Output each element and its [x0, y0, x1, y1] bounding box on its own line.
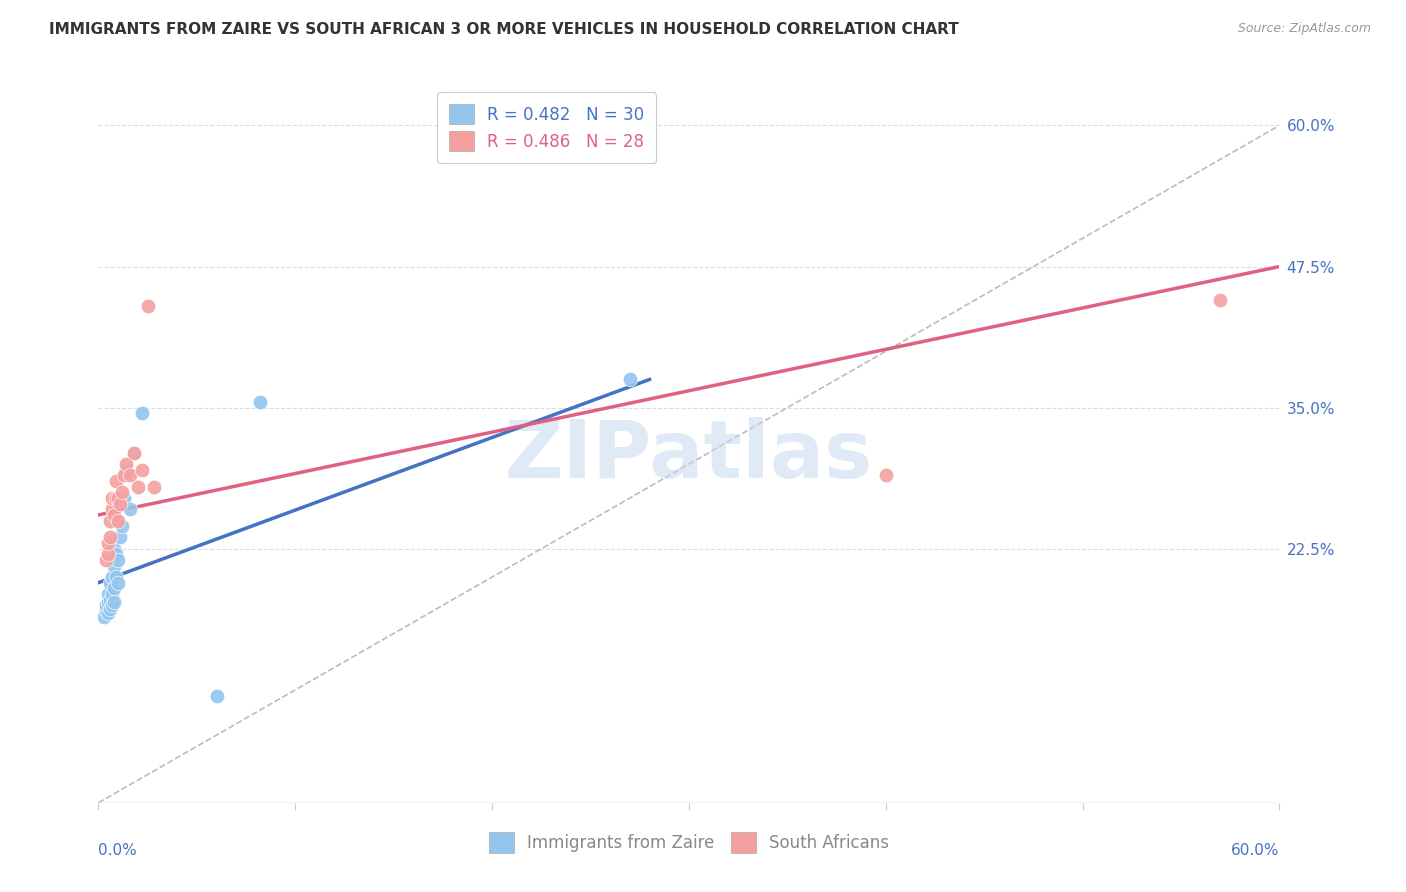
Point [97, 595, 120, 609]
Text: 60.0%: 60.0% [1232, 843, 1279, 857]
Point [1209, 293, 1232, 308]
Point [131, 463, 153, 477]
Text: IMMIGRANTS FROM ZAIRE VS SOUTH AFRICAN 3 OR MORE VEHICLES IN HOUSEHOLD CORRELATI: IMMIGRANTS FROM ZAIRE VS SOUTH AFRICAN 3… [49, 22, 959, 37]
Point [98, 592, 121, 607]
Point [108, 531, 131, 545]
Point [142, 480, 165, 494]
Point [107, 553, 129, 567]
Point [101, 502, 124, 516]
Point [108, 497, 131, 511]
Point [103, 595, 125, 609]
Point [131, 406, 153, 420]
Point [115, 463, 138, 477]
Point [122, 446, 145, 460]
Point [98, 531, 121, 545]
Point [136, 299, 159, 313]
Point [98, 601, 121, 615]
Point [105, 491, 128, 505]
Point [101, 570, 124, 584]
Point [112, 491, 135, 505]
Point [107, 514, 129, 528]
Point [115, 457, 138, 471]
Point [96, 599, 118, 613]
Point [103, 508, 125, 522]
Point [107, 575, 129, 590]
Point [118, 468, 141, 483]
Point [97, 606, 120, 620]
Text: 0.0%: 0.0% [98, 843, 138, 857]
Point [127, 480, 149, 494]
Point [619, 372, 641, 386]
Point [98, 514, 121, 528]
Point [97, 536, 120, 550]
Point [122, 446, 145, 460]
Point [101, 587, 124, 601]
Point [101, 599, 124, 613]
Point [112, 468, 135, 483]
Point [105, 570, 128, 584]
Point [101, 491, 124, 505]
Text: Source: ZipAtlas.com: Source: ZipAtlas.com [1237, 22, 1371, 36]
Point [93, 609, 115, 624]
Point [118, 502, 141, 516]
Point [111, 485, 134, 500]
Point [105, 474, 128, 488]
Point [875, 468, 897, 483]
Point [105, 548, 128, 562]
Point [98, 575, 121, 590]
Point [107, 491, 129, 505]
Point [103, 541, 125, 556]
Point [205, 689, 228, 703]
Legend: Immigrants from Zaire, South Africans: Immigrants from Zaire, South Africans [482, 826, 896, 860]
Point [103, 558, 125, 573]
Text: ZIPatlas: ZIPatlas [505, 417, 873, 495]
Point [97, 548, 120, 562]
Point [249, 395, 271, 409]
Point [97, 587, 120, 601]
Point [96, 604, 118, 618]
Point [111, 519, 134, 533]
Point [96, 553, 118, 567]
Point [103, 582, 125, 596]
